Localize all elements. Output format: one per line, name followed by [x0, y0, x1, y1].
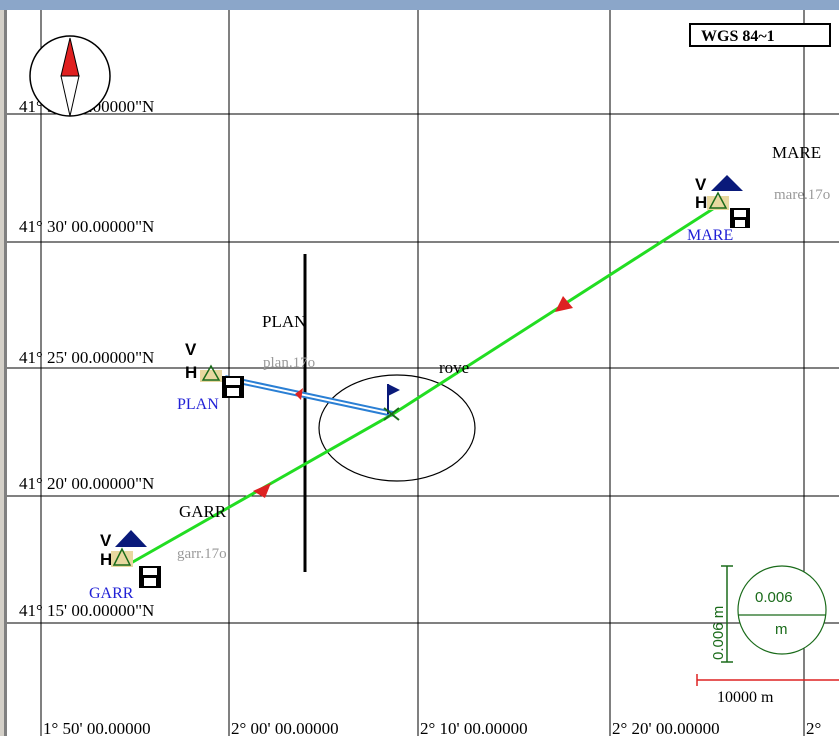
- station-v-flag: V: [185, 340, 197, 359]
- station-triangle-icon: [711, 175, 743, 191]
- lat-label-4: 41° 20' 00.00000"N: [19, 474, 154, 493]
- station-v-flag: V: [100, 531, 112, 550]
- station-mare-file: mare.17o: [774, 187, 830, 203]
- station-point-icon: [708, 191, 728, 209]
- lat-label-3: 41° 25' 00.00000"N: [19, 348, 154, 367]
- datum-label: WGS 84~1: [701, 28, 775, 45]
- station-triangle-icon: [115, 530, 147, 547]
- baseline-rover-mare: [392, 203, 720, 416]
- direction-arrow: [295, 388, 303, 400]
- precision-vertical-label: 0.006 m: [710, 606, 727, 660]
- window-title-strip: [0, 0, 839, 10]
- floppy-disk-icon: [139, 566, 161, 588]
- station-plan[interactable]: V H: [185, 340, 244, 398]
- floppy-disk-icon: [730, 208, 750, 228]
- station-mare-name: MARE: [772, 143, 821, 162]
- direction-arrow: [555, 296, 573, 312]
- lon-label-5: 2°: [806, 719, 821, 736]
- station-point-icon: [201, 364, 221, 381]
- datum-box: WGS 84~1: [689, 23, 831, 47]
- station-h-flag: H: [185, 363, 197, 382]
- scale-label: 10000 m: [717, 689, 774, 706]
- station-h-flag: H: [100, 550, 112, 569]
- precision-unit: m: [775, 621, 788, 638]
- lon-label-3: 2° 10' 00.00000: [420, 719, 528, 736]
- floppy-disk-icon: [222, 376, 244, 398]
- precision-indicator: 0.006 m 0.006 m: [710, 565, 827, 663]
- station-plan-file: plan.17o: [263, 355, 315, 371]
- station-plan-name: PLAN: [262, 312, 306, 331]
- station-base: [111, 551, 133, 567]
- station-mare-label: MARE: [687, 227, 733, 244]
- scale-bar: 10000 m: [696, 674, 839, 706]
- lon-label-1: 1° 50' 00.00000: [43, 719, 151, 736]
- lon-label-4: 2° 20' 00.00000: [612, 719, 720, 736]
- direction-arrow: [253, 483, 271, 498]
- station-v-flag: V: [695, 175, 707, 194]
- station-garr[interactable]: V H: [100, 530, 161, 588]
- lon-label-2: 2° 00' 00.00000: [231, 719, 339, 736]
- rover-error-ellipse: [318, 374, 476, 482]
- station-base: [707, 196, 729, 210]
- station-plan-label: PLAN: [177, 396, 219, 413]
- map-view[interactable]: 41° 35' 00.00000"N 41° 30' 00.00000"N 41…: [4, 10, 839, 736]
- station-garr-label: GARR: [89, 585, 134, 602]
- plan-rover-link: [224, 375, 394, 417]
- station-garr-file: garr.17o: [177, 546, 227, 562]
- lat-label-2: 41° 30' 00.00000"N: [19, 217, 154, 236]
- station-garr-name: GARR: [179, 502, 227, 521]
- rover-flag-icon: [388, 384, 400, 396]
- lat-label-5: 41° 15' 00.00000"N: [19, 601, 154, 620]
- station-base: [200, 370, 222, 382]
- compass-icon: [29, 35, 111, 117]
- grid: [7, 10, 839, 736]
- rover-name: rove: [439, 358, 469, 377]
- station-h-flag: H: [695, 193, 707, 212]
- map-canvas[interactable]: 41° 35' 00.00000"N 41° 30' 00.00000"N 41…: [7, 10, 839, 736]
- precision-value: 0.006: [755, 589, 793, 606]
- station-mare[interactable]: V H: [695, 175, 750, 228]
- rover-marker[interactable]: [383, 384, 400, 421]
- station-point-icon: [112, 547, 132, 566]
